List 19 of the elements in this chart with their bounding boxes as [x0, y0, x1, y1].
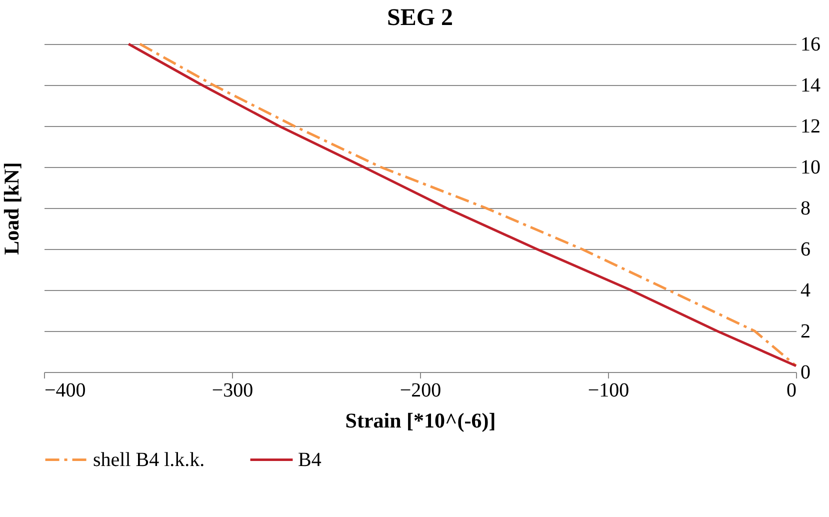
- y-tick-label: 10: [800, 156, 820, 178]
- x-axis-title: Strain [*10^(-6)]: [345, 408, 496, 432]
- y-tick-label: 4: [800, 280, 810, 302]
- legend-label: shell B4 l.k.k.: [93, 448, 205, 471]
- x-tick-label: −100: [588, 380, 630, 402]
- y-tick-label: 6: [800, 238, 810, 260]
- x-tick-label: −200: [400, 380, 442, 402]
- y-tick-label: 12: [800, 116, 820, 138]
- y-tick-label: 8: [800, 198, 810, 220]
- y-tick-label: 14: [800, 74, 820, 96]
- x-tick-label: −400: [44, 380, 86, 402]
- y-tick-label: 2: [800, 320, 810, 342]
- y-axis-title: Load [kN]: [0, 162, 24, 255]
- legend-label: B4: [298, 448, 322, 471]
- x-tick-label: −300: [212, 380, 254, 402]
- chart-title: SEG 2: [386, 5, 454, 31]
- y-tick-label: 0: [800, 362, 810, 384]
- y-tick-label: 16: [800, 34, 820, 56]
- x-tick-label: 0: [786, 380, 796, 402]
